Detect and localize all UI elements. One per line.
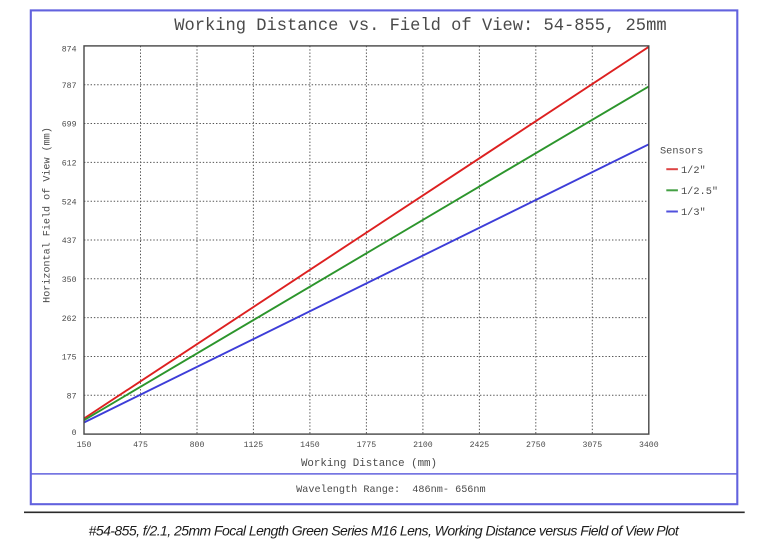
svg-text:3400: 3400 bbox=[639, 441, 659, 450]
svg-text:3075: 3075 bbox=[582, 441, 602, 450]
svg-text:Sensors: Sensors bbox=[660, 145, 703, 157]
svg-text:175: 175 bbox=[62, 354, 77, 363]
svg-text:699: 699 bbox=[62, 121, 77, 130]
svg-text:262: 262 bbox=[62, 315, 77, 324]
svg-text:Working Distance vs. Field of: Working Distance vs. Field of View: 54-8… bbox=[174, 17, 666, 36]
svg-text:87: 87 bbox=[67, 393, 77, 402]
svg-text:437: 437 bbox=[62, 237, 77, 246]
svg-text:350: 350 bbox=[62, 276, 77, 285]
svg-text:475: 475 bbox=[133, 441, 148, 450]
svg-text:0: 0 bbox=[72, 429, 77, 438]
svg-text:2750: 2750 bbox=[526, 441, 546, 450]
svg-text:1/2": 1/2" bbox=[681, 165, 706, 177]
svg-text:800: 800 bbox=[190, 441, 205, 450]
svg-text:2100: 2100 bbox=[413, 441, 433, 450]
svg-text:1/3": 1/3" bbox=[681, 207, 706, 219]
svg-text:874: 874 bbox=[62, 46, 77, 55]
svg-text:524: 524 bbox=[62, 198, 77, 207]
svg-text:Working Distance (mm): Working Distance (mm) bbox=[301, 458, 437, 470]
svg-text:Wavelength Range: 486nm- 656n: Wavelength Range: 486nm- 656nm bbox=[296, 484, 486, 496]
svg-text:Horizontal Field of View (mm): Horizontal Field of View (mm) bbox=[41, 127, 53, 303]
svg-text:787: 787 bbox=[62, 82, 77, 91]
svg-text:612: 612 bbox=[62, 160, 77, 169]
svg-text:1/2.5": 1/2.5" bbox=[681, 186, 718, 198]
svg-text:150: 150 bbox=[77, 441, 92, 450]
svg-text:2425: 2425 bbox=[470, 441, 490, 450]
svg-text:#54-855, f/2.1, 25mm Focal Len: #54-855, f/2.1, 25mm Focal Length Green … bbox=[89, 523, 680, 539]
svg-text:1775: 1775 bbox=[357, 441, 377, 450]
svg-text:1125: 1125 bbox=[244, 441, 264, 450]
svg-text:1450: 1450 bbox=[300, 441, 320, 450]
